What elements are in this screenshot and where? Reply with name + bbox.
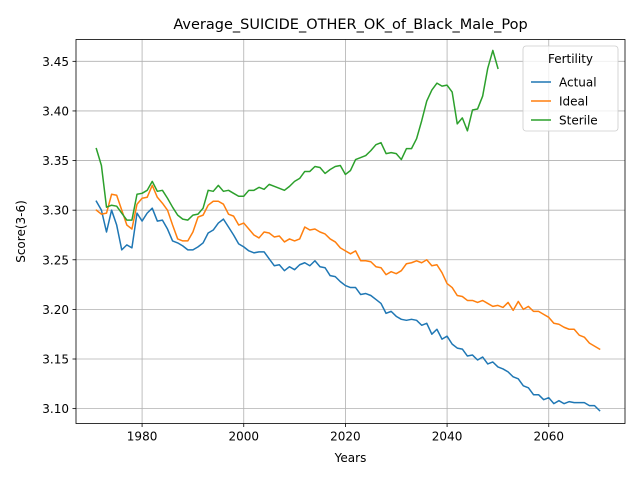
x-axis-label: Years xyxy=(334,451,367,465)
legend-entries: Actual Ideal Sterile xyxy=(531,76,598,128)
x-tick-label: 2020 xyxy=(330,430,361,444)
y-tick-label: 3.15 xyxy=(42,353,69,367)
series-line-sterile xyxy=(95,49,499,221)
legend-label-actual: Actual xyxy=(559,76,597,90)
y-tick-label: 3.40 xyxy=(42,104,69,118)
x-tick-label: 2060 xyxy=(533,430,564,444)
y-tick-label: 3.45 xyxy=(42,55,69,69)
legend: Fertility Actual Ideal Sterile xyxy=(522,45,619,132)
y-tick-label: 3.25 xyxy=(42,253,69,267)
y-axis-label: Score(3-6) xyxy=(14,200,28,263)
series-lines xyxy=(95,49,601,412)
y-tick-label: 3.10 xyxy=(42,402,69,416)
chart-title: Average_SUICIDE_OTHER_OK_of_Black_Male_P… xyxy=(173,17,527,33)
y-tick-label: 3.30 xyxy=(42,204,69,218)
legend-box xyxy=(522,45,619,132)
series-line-actual xyxy=(95,200,601,412)
legend-label-sterile: Sterile xyxy=(559,114,598,128)
x-tick-label: 2040 xyxy=(432,430,463,444)
legend-title: Fertility xyxy=(548,52,593,66)
y-tick-label: 3.20 xyxy=(42,303,69,317)
legend-label-ideal: Ideal xyxy=(559,95,588,109)
x-tick-label: 1980 xyxy=(127,430,158,444)
grid xyxy=(76,39,625,424)
axis-ticks: 1980 2000 2020 2040 2060 3.10 3.15 3.20 3.25 3.30… xyxy=(42,55,564,444)
plot-frame xyxy=(75,39,626,424)
x-tick-label: 2000 xyxy=(228,430,259,444)
y-tick-label: 3.35 xyxy=(42,154,69,168)
series-line-ideal xyxy=(95,184,601,351)
